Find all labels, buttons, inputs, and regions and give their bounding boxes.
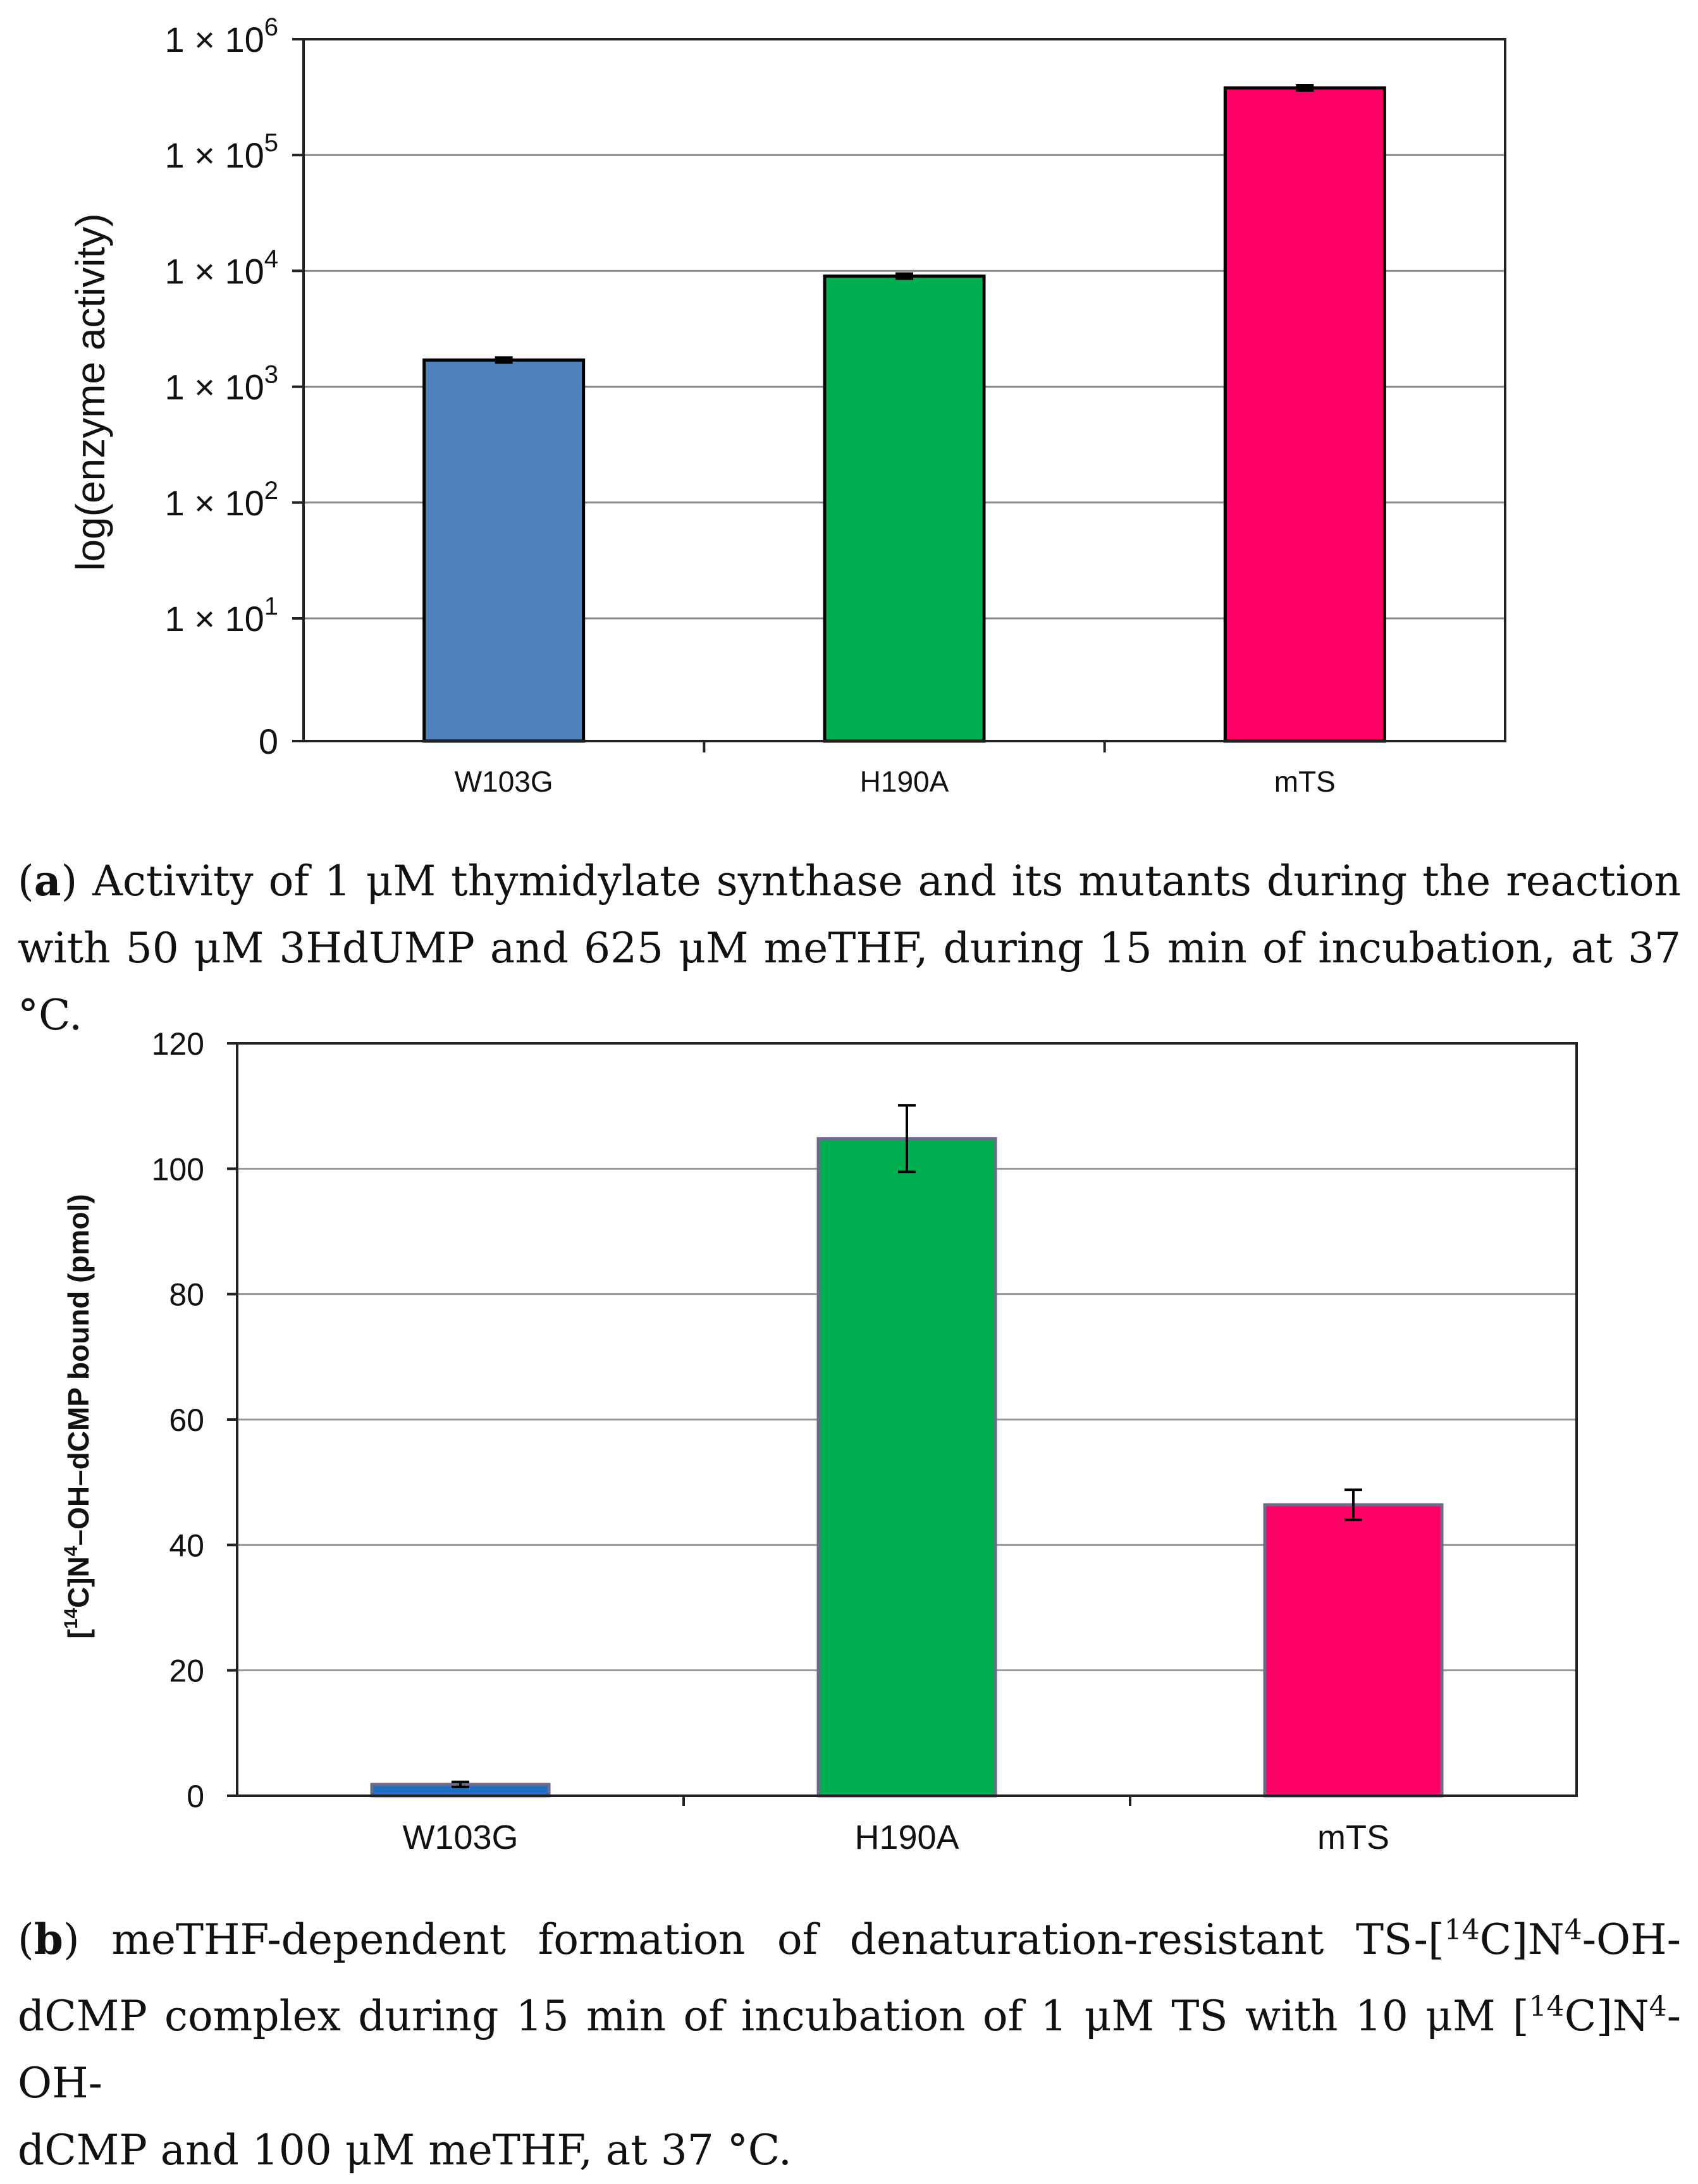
caption-a: (a) Activity of 1 μM thymidylate synthas… xyxy=(18,847,1681,1049)
y-tick-label: 1 × 101 xyxy=(164,592,278,639)
bar-mTS xyxy=(1223,86,1386,743)
caption-b-line3: dCMP and 100 μM meTHF, at 37 °C. xyxy=(18,2126,792,2175)
y-tick-label: 0 xyxy=(259,721,278,761)
x-tick-label: H190A xyxy=(854,1819,959,1856)
y-tick-label: 60 xyxy=(169,1402,204,1438)
y-tick-label: 1 × 106 xyxy=(164,13,278,59)
y-tick-label: 80 xyxy=(169,1277,204,1313)
y-tick-label: 1 × 103 xyxy=(164,361,278,407)
y-tick-label: 20 xyxy=(169,1653,204,1689)
bar-H190A xyxy=(823,274,986,743)
chart-b: 0 20 40 60 80 100 120 W103G H190A mTS [14C]N4–OH… xyxy=(61,1026,1578,1856)
y-axis-label: [14C]N4–OH–dCMP bound (pmol) xyxy=(61,1194,95,1638)
caption-a-label: a xyxy=(34,856,61,905)
caption-a-line1: Activity of 1 μM thymidylate synthase an… xyxy=(92,857,1681,905)
y-axis-label: log(enzyme activity) xyxy=(68,213,113,571)
x-tick-label: W103G xyxy=(402,1819,518,1856)
x-tick-label: mTS xyxy=(1317,1819,1389,1856)
panel-b: 0 20 40 60 80 100 120 W103G H190A mTS [14C]N4–OH… xyxy=(0,986,1698,2175)
y-tick-label: 0 xyxy=(187,1779,204,1814)
bar-W103G xyxy=(422,358,586,743)
y-tick-label: 40 xyxy=(169,1528,204,1563)
y-tick-label: 1 × 102 xyxy=(164,477,278,523)
x-tick-label: W103G xyxy=(455,765,553,798)
bar-mTS xyxy=(1263,1503,1444,1798)
x-tick-label: mTS xyxy=(1274,765,1336,798)
y-tick-label: 1 × 104 xyxy=(164,245,278,291)
x-tick-label: H190A xyxy=(860,765,949,798)
caption-a-line2: with 50 μM 3HdUMP and 625 μM meTHF, duri… xyxy=(18,924,1681,1040)
bar-H190A xyxy=(816,1137,997,1798)
y-tick-label: 100 xyxy=(152,1151,204,1187)
chart-a: 0 1 × 101 1 × 102 1 × 103 1 × 104 1 × 105 1 × … xyxy=(68,13,1506,798)
panel-a: 0 1 × 101 1 × 102 1 × 103 1 × 104 1 × 105 1 × … xyxy=(0,0,1698,1040)
caption-b-label: b xyxy=(34,1915,63,1964)
y-tick-label: 120 xyxy=(152,1026,204,1062)
y-tick-label: 1 × 105 xyxy=(164,129,278,175)
